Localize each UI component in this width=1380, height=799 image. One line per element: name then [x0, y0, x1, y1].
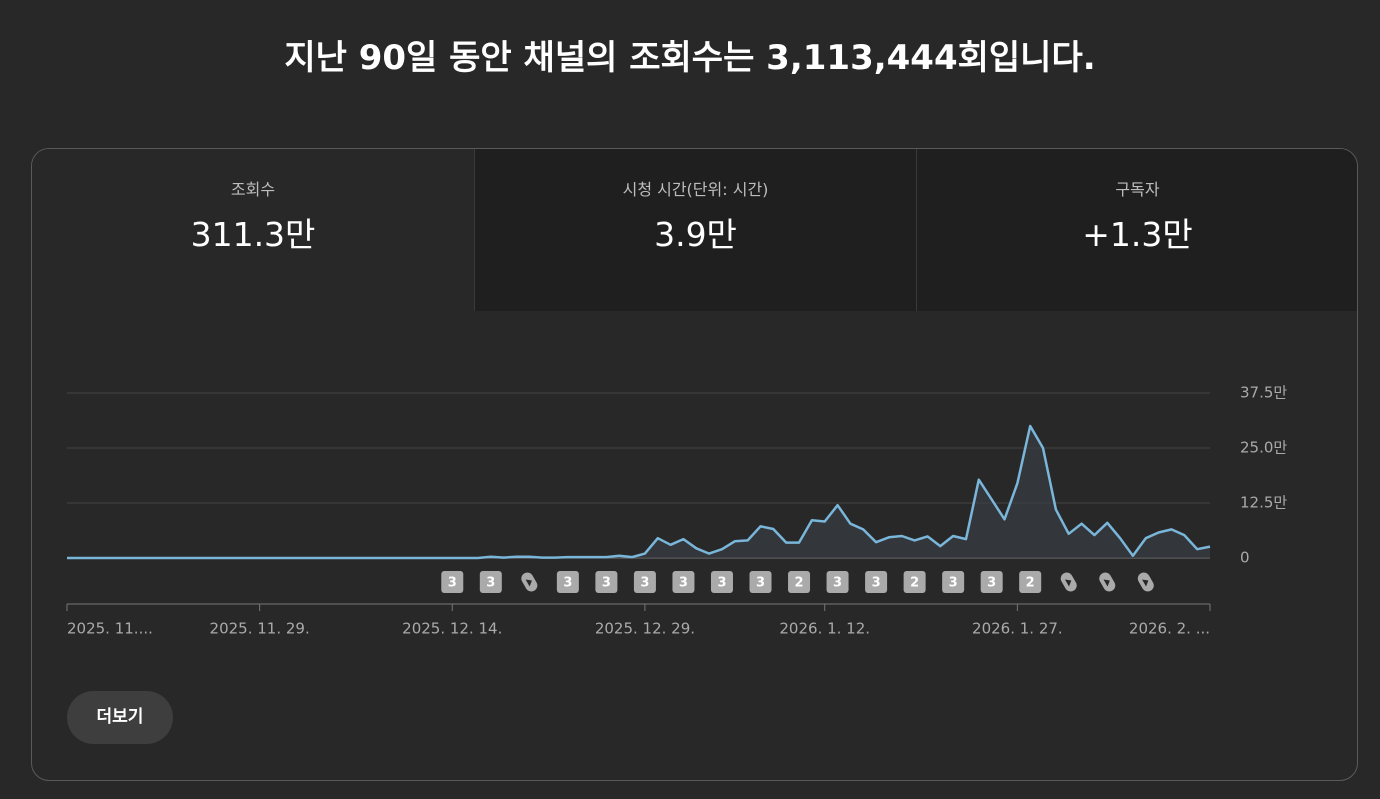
tab[interactable]: 시청 시간(단위: 시간) 3.9만 — [474, 149, 916, 311]
shorts-marker[interactable] — [1059, 570, 1079, 593]
upload-badge — [633, 571, 656, 593]
upload-count: 3 — [949, 576, 958, 591]
tab[interactable]: 구독자 +1.3만 — [916, 149, 1357, 311]
shorts-play — [1142, 579, 1149, 587]
y-tick-label: 25.0만 — [1240, 439, 1287, 457]
tab-value: +1.3만 — [1082, 215, 1193, 254]
page-title: 지난 90일 동안 채널의 조회수는 3,113,444회입니다. — [284, 38, 1096, 78]
tab[interactable]: 조회수 311.3만 — [32, 149, 474, 311]
upload-count: 3 — [679, 576, 688, 591]
shorts-marker[interactable] — [1136, 570, 1156, 593]
upload-badge — [980, 571, 1003, 593]
upload-badge — [903, 571, 926, 593]
shorts-marker[interactable] — [1097, 570, 1117, 593]
upload-marker[interactable]: 3 — [479, 571, 502, 593]
tab-label: 조회수 — [230, 180, 276, 199]
upload-marker[interactable]: 3 — [441, 571, 464, 593]
upload-count: 2 — [910, 576, 919, 591]
upload-badge — [942, 571, 965, 593]
x-tick-label: 2025. 12. 29. — [595, 620, 695, 638]
upload-badge — [1019, 571, 1042, 593]
upload-marker[interactable]: 3 — [710, 571, 733, 593]
upload-count: 3 — [486, 576, 495, 591]
shorts-play — [1103, 579, 1110, 587]
upload-count: 2 — [795, 576, 804, 591]
x-tick-label: 2025. 11.... — [67, 620, 153, 638]
line-area — [67, 426, 1210, 558]
upload-marker[interactable]: 3 — [826, 571, 849, 593]
upload-count: 3 — [602, 576, 611, 591]
upload-marker[interactable]: 2 — [903, 571, 926, 593]
analytics-card: 조회수 311.3만 시청 시간(단위: 시간) 3.9만 구독자 +1.3만 더보기 — [31, 148, 1358, 781]
shorts-play — [525, 579, 532, 587]
upload-count: 3 — [756, 576, 765, 591]
upload-marker[interactable]: 3 — [865, 571, 888, 593]
upload-marker[interactable]: 3 — [942, 571, 965, 593]
upload-badge — [826, 571, 849, 593]
upload-marker[interactable]: 3 — [980, 571, 1003, 593]
tab-label: 시청 시간(단위: 시간) — [622, 180, 769, 199]
upload-marker[interactable]: 2 — [1019, 571, 1042, 593]
upload-badge — [710, 571, 733, 593]
x-tick-label: 2026. 1. 12. — [779, 620, 870, 638]
tab-label: 구독자 — [1115, 180, 1160, 199]
x-tick-label: 2025. 12. 14. — [402, 620, 502, 638]
upload-badge — [479, 571, 502, 593]
x-tick-label: 2026. 1. 27. — [972, 620, 1063, 638]
upload-badge — [672, 571, 695, 593]
y-tick-label: 0 — [1240, 549, 1250, 567]
upload-count: 3 — [833, 576, 842, 591]
upload-badge — [865, 571, 888, 593]
upload-count: 3 — [640, 576, 649, 591]
upload-marker[interactable]: 3 — [595, 571, 618, 593]
upload-badge — [749, 571, 772, 593]
upload-count: 3 — [448, 576, 457, 591]
line — [67, 424, 1211, 560]
upload-badge — [556, 571, 579, 593]
upload-marker[interactable]: 2 — [788, 571, 811, 593]
x-tick-label: 2026. 2. ... — [1129, 620, 1210, 638]
upload-marker[interactable]: 3 — [749, 571, 772, 593]
upload-marker[interactable]: 3 — [672, 571, 695, 593]
tab-value: 3.9만 — [654, 215, 737, 254]
upload-count: 3 — [563, 576, 572, 591]
tab-value: 311.3만 — [190, 215, 316, 254]
shorts-play — [1064, 579, 1072, 587]
upload-badge — [595, 571, 618, 593]
upload-count: 3 — [872, 576, 881, 591]
more-button[interactable]: 더보기 — [67, 691, 173, 744]
y-tick-label: 12.5만 — [1240, 494, 1287, 512]
upload-count: 2 — [1026, 576, 1035, 591]
upload-badge — [441, 571, 464, 593]
shorts-marker[interactable] — [519, 570, 539, 593]
upload-marker[interactable]: 3 — [556, 571, 579, 593]
y-tick-label: 37.5만 — [1240, 384, 1287, 402]
upload-count: 3 — [987, 576, 996, 591]
x-tick-label: 2025. 11. 29. — [210, 620, 310, 638]
upload-badge — [788, 571, 811, 593]
upload-marker[interactable]: 3 — [633, 571, 656, 593]
upload-count: 3 — [717, 576, 726, 591]
